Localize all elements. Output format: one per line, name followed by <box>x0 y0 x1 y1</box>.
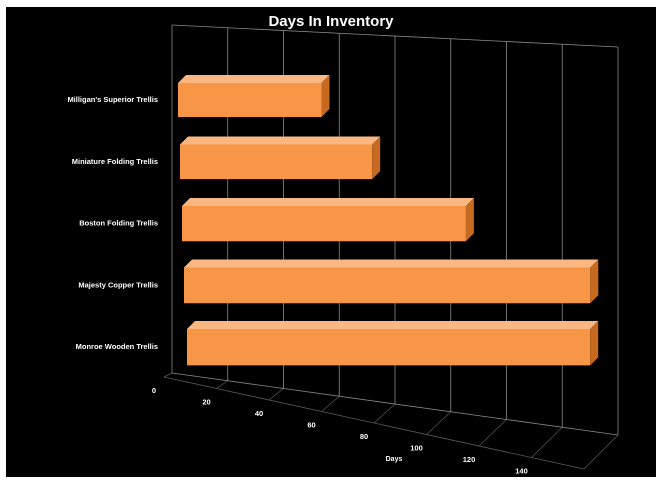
bar-side-4 <box>590 321 599 366</box>
category-label-0: Milligan's Superior Trellis <box>67 95 158 104</box>
wall-top-edge <box>171 24 619 48</box>
floor-gridline-1 <box>216 380 228 389</box>
bar-side-0 <box>321 75 330 117</box>
bar-front-3 <box>184 267 591 304</box>
category-label-1: Miniature Folding Trellis <box>72 157 158 166</box>
bar-side-1 <box>372 136 381 180</box>
floor-front-edge <box>163 376 585 470</box>
chart-frame: Days In Inventory Milligan's Superior Tr… <box>6 7 656 477</box>
floor-gridline-2 <box>268 388 284 401</box>
bar-front-4 <box>187 329 591 366</box>
bar-top-4 <box>187 321 599 329</box>
category-label-3: Majesty Copper Trellis <box>78 280 158 289</box>
bar-front-2 <box>182 206 466 242</box>
bar-top-0 <box>178 75 330 83</box>
floor-gridline-3 <box>321 395 340 412</box>
bar-top-3 <box>184 259 599 268</box>
tick-label-2: 40 <box>255 409 263 418</box>
floor-gridline-8 <box>583 434 619 470</box>
bar-front-0 <box>178 83 322 117</box>
bar-3 <box>184 259 599 304</box>
tick-label-3: 60 <box>307 421 315 430</box>
bar-side-2 <box>465 198 474 242</box>
bar-4 <box>187 321 599 366</box>
category-label-2: Boston Folding Trellis <box>79 219 158 228</box>
floor-gridline-4 <box>373 403 396 424</box>
chart-plot: Milligan's Superior Trellis Miniature Fol… <box>67 24 619 476</box>
tick-label-1: 20 <box>202 398 210 407</box>
bar-side-3 <box>590 259 599 304</box>
tick-label-4: 80 <box>360 432 368 441</box>
tick-label-6: 120 <box>463 455 476 464</box>
chart-title: Days In Inventory <box>268 13 394 30</box>
floor-gridline-0 <box>163 372 173 378</box>
x-axis-title: Days <box>386 456 403 463</box>
floor-gridline-6 <box>478 419 507 447</box>
tick-label-0: 0 <box>152 386 156 395</box>
bar-top-1 <box>180 136 381 145</box>
bar-1 <box>180 136 381 180</box>
bar-top-2 <box>182 198 474 206</box>
bar-2 <box>182 198 474 242</box>
wall-bottom-edge <box>171 372 619 436</box>
bar-front-1 <box>180 144 373 180</box>
floor-gridline-7 <box>531 427 563 458</box>
tick-label-7: 140 <box>515 467 528 476</box>
category-label-4: Monroe Wooden Trellis <box>76 342 158 351</box>
tick-label-5: 100 <box>410 444 423 453</box>
bar-0 <box>178 75 330 117</box>
floor-gridline-5 <box>426 411 451 435</box>
